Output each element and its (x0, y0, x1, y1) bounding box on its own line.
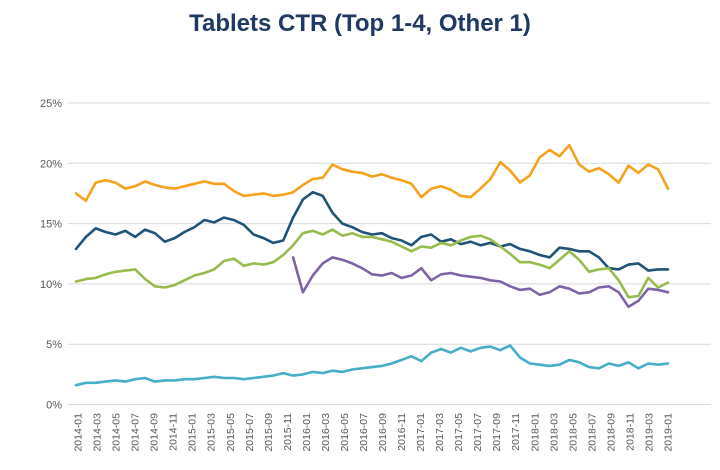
y-tick-label: 15% (40, 219, 62, 231)
x-tick-label: 2016-11 (396, 413, 408, 451)
series-line-purple (291, 256, 670, 309)
x-tick-label: 2018-01 (529, 413, 541, 452)
x-tick-label: 2017-07 (472, 413, 484, 452)
x-tick-label: 2018-09 (605, 413, 617, 452)
x-tick-label: 2015-07 (244, 413, 256, 452)
x-tick-label: 2015-03 (206, 413, 218, 452)
x-tick-label: 2016-07 (358, 413, 370, 452)
x-tick-label: 2014-09 (149, 413, 161, 452)
x-tick-label: 2017-09 (491, 413, 503, 452)
x-tick-label: 2014-03 (92, 413, 104, 452)
grid-layer (68, 102, 711, 405)
x-tick-label: 2015-11 (282, 413, 294, 451)
x-tick-label: 2014-05 (111, 413, 123, 452)
y-tick-label: 10% (40, 279, 62, 291)
x-tick-label: 2017-03 (434, 413, 446, 452)
y-tick-label: 0% (46, 400, 62, 412)
x-tick-label: 2015-01 (187, 413, 199, 452)
y-axis-labels: 0% 5% 10% 15% 20% 25% (40, 98, 62, 412)
chart-title: Tablets CTR (Top 1-4, Other 1) (189, 10, 531, 37)
x-tick-label: 2017-11 (510, 413, 522, 451)
x-tick-label: 2016-03 (320, 413, 332, 452)
x-tick-label: 2015-05 (225, 413, 237, 452)
x-tick-label: 2018-11 (624, 413, 636, 451)
x-tick-label: 2016-05 (339, 413, 351, 452)
x-axis-labels: 2014-01 2014-03 2014-05 2014-07 2014-09 2014-… (73, 413, 675, 452)
x-tick-label: 2014-07 (130, 413, 142, 452)
x-tick-label: 2017-05 (453, 413, 465, 452)
x-tick-label: 2014-01 (73, 413, 85, 452)
x-tick-label: 2017-01 (415, 413, 427, 452)
series-layer (74, 143, 670, 387)
x-tick-label: 2019-01 (663, 413, 675, 452)
series-line-orange (74, 143, 670, 202)
x-tick-label: 2014-11 (168, 413, 180, 451)
y-tick-label: 5% (46, 339, 62, 351)
series-line-green (74, 228, 670, 299)
x-tick-label: 2016-01 (301, 413, 313, 452)
x-tick-label: 2015-09 (263, 413, 275, 452)
x-tick-label: 2019-03 (643, 413, 655, 452)
x-tick-label: 2018-03 (548, 413, 560, 452)
x-tick-label: 2016-09 (377, 413, 389, 452)
x-tick-label: 2018-05 (567, 413, 579, 452)
series-line-teal (74, 344, 670, 387)
x-tick-label: 2018-07 (586, 413, 598, 452)
y-tick-label: 20% (40, 158, 62, 170)
y-tick-label: 25% (40, 98, 62, 110)
series-line-navy (74, 190, 670, 272)
